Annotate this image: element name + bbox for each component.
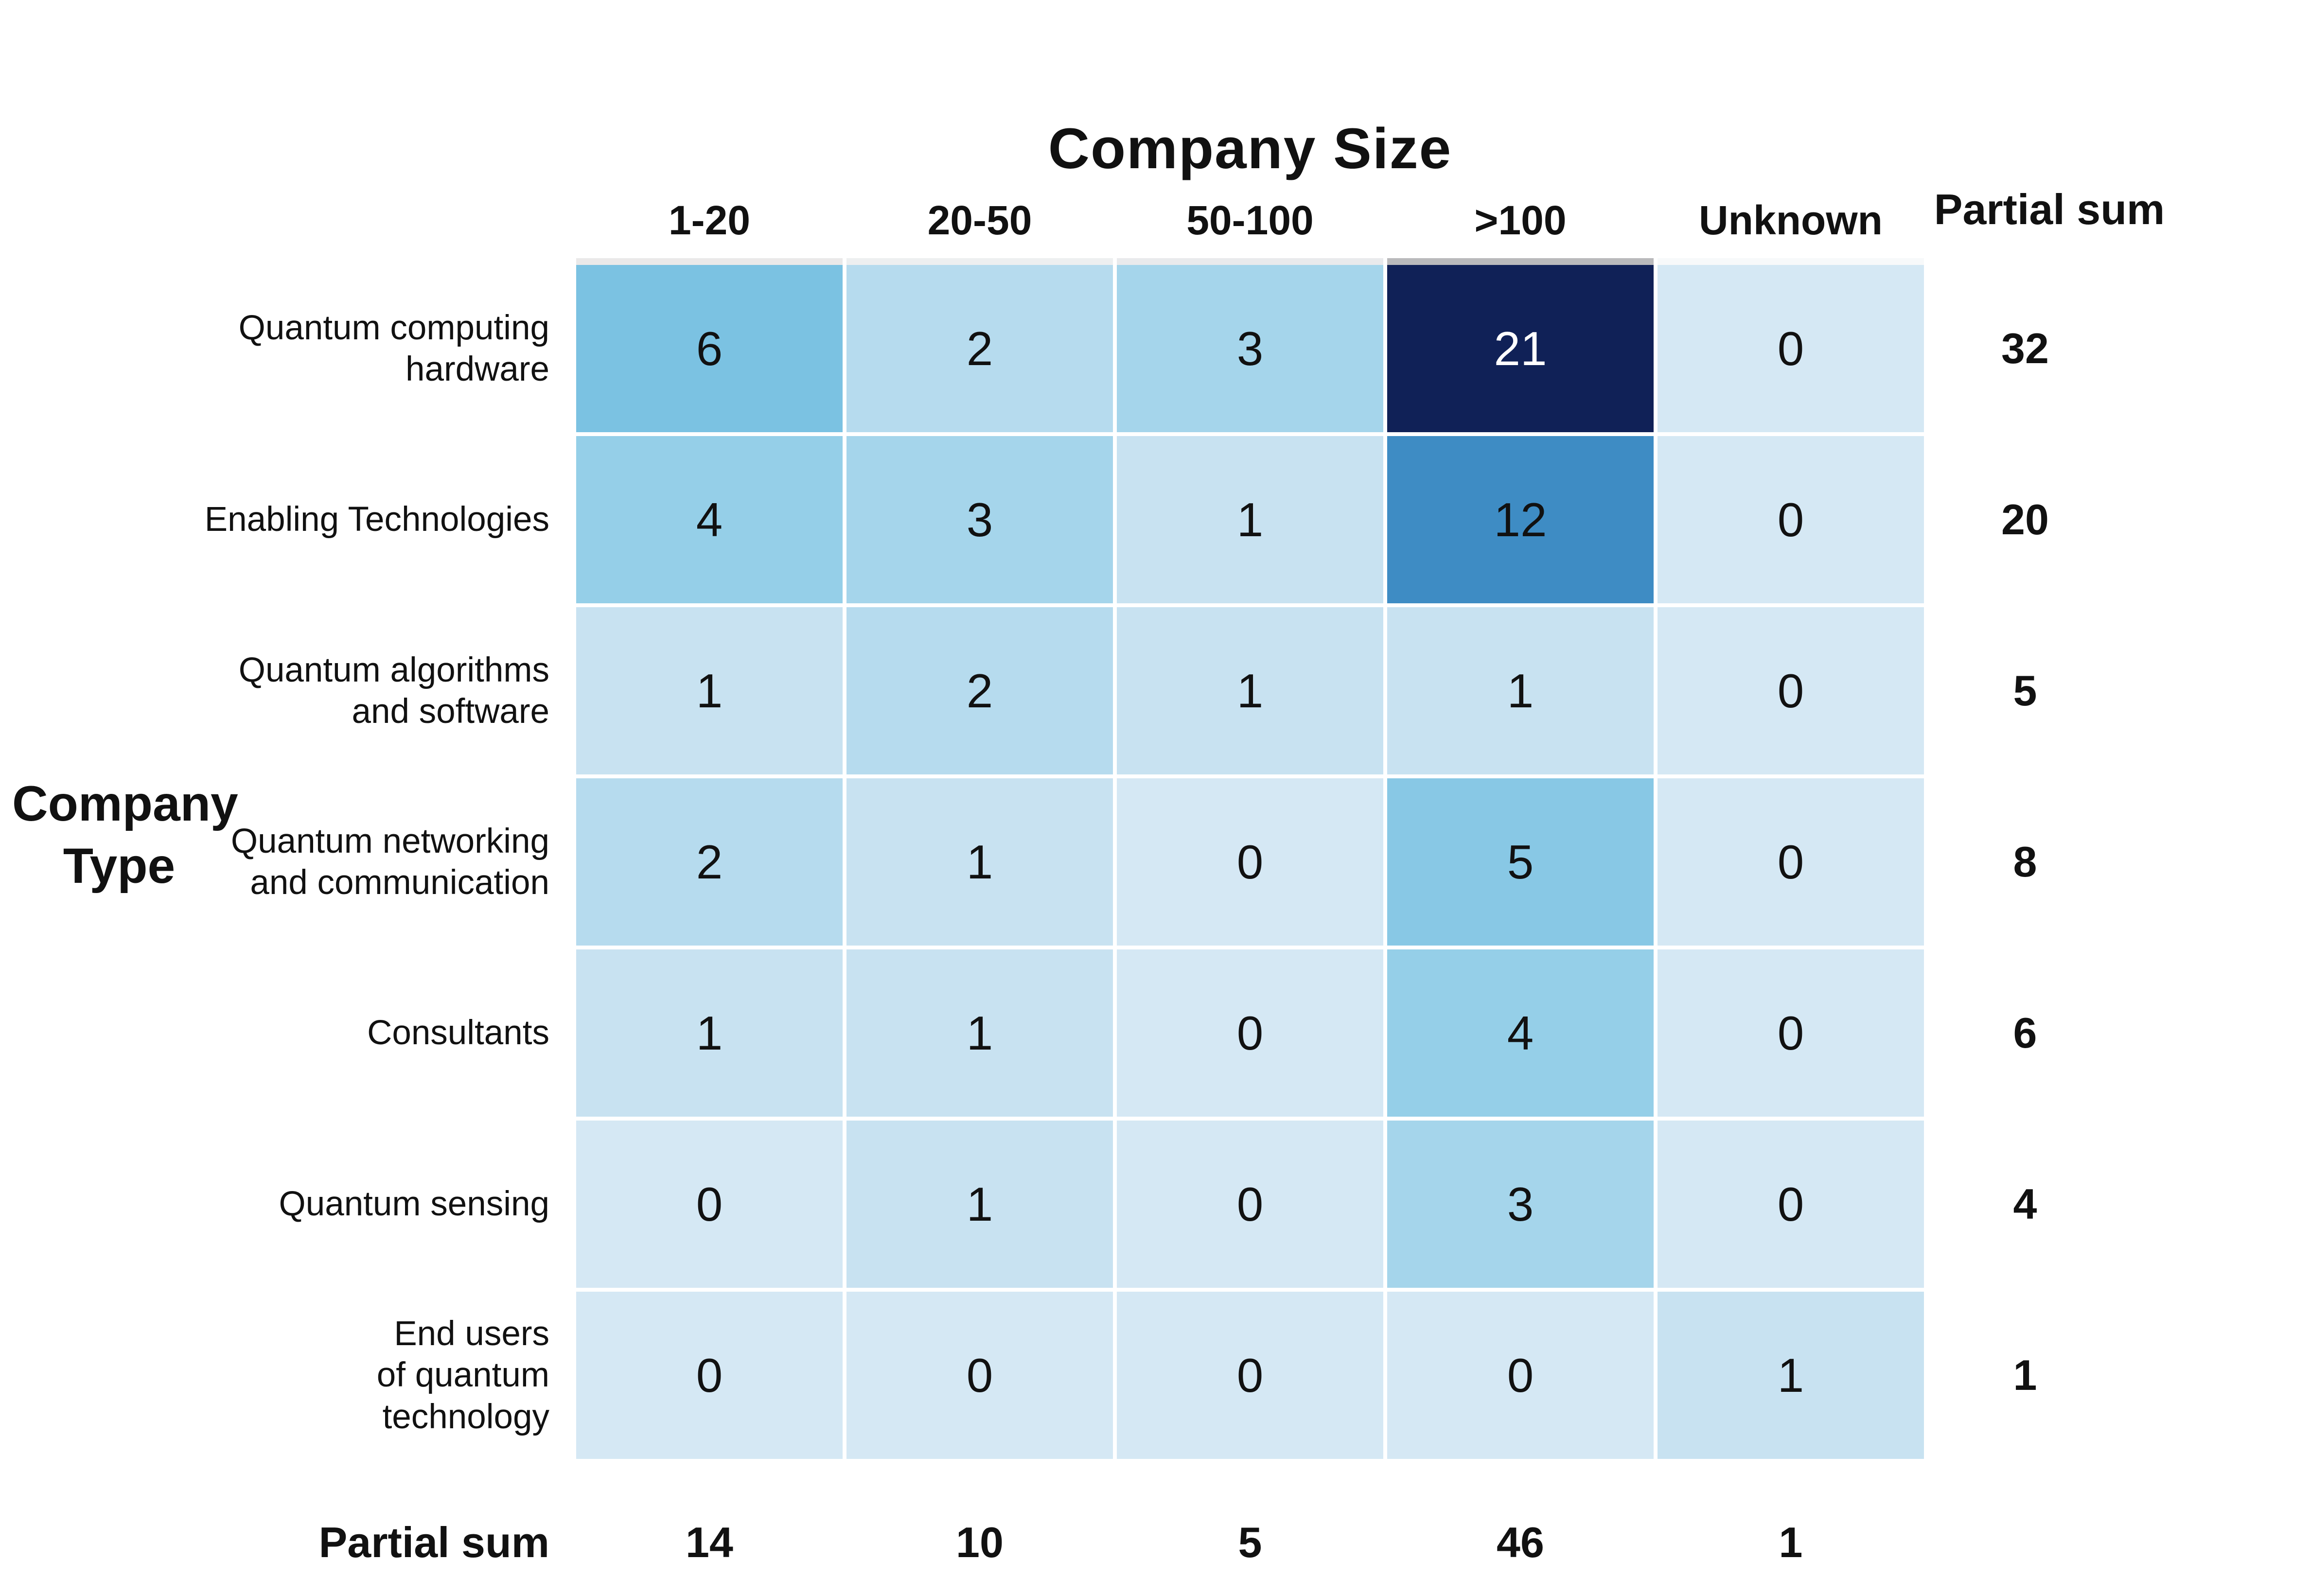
row-label-2: Quantum algorithms and software [63,607,549,774]
top-strip-segment-2 [1117,258,1383,265]
heatmap-cell-r3-c4: 0 [1658,778,1924,946]
column-partial-sum-0: 14 [686,1518,733,1566]
heatmap-cell-r1-c2: 1 [1117,436,1383,603]
row-label-6-line2: technology [382,1397,549,1436]
column-partial-sum-1: 10 [956,1518,1004,1566]
row-partial-sum-2: 5 [2013,666,2037,715]
row-label-4-line0: Consultants [367,1014,549,1052]
row-partial-sum-4: 6 [2013,1009,2037,1057]
heatmap-cell-r3-c3: 5 [1387,778,1654,946]
column-header-3: >100 [1474,197,1567,243]
heatmap-cell-r1-c3: 12 [1387,436,1654,603]
column-partial-sum-4: 1 [1779,1518,1803,1566]
row-partial-sum-3: 8 [2013,838,2037,886]
heatmap-cell-r1-c1: 3 [846,436,1113,603]
row-partial-sum-5: 4 [2013,1180,2037,1228]
row-label-2-line1: and software [352,692,549,731]
heatmap-cell-r3-c1: 1 [846,778,1113,946]
y-axis-title-line2: Type [63,838,176,894]
heatmap-cell-r0-c2: 3 [1117,265,1383,432]
heatmap-cell-r5-c3: 3 [1387,1121,1654,1288]
column-partial-sums: 14 10 5 46 1 [576,1511,1924,1574]
top-strip-segment-1 [846,258,1113,265]
heatmap-cell-r6-c4: 1 [1658,1292,1924,1459]
heatmap-cell-r6-c2: 0 [1117,1292,1383,1459]
y-axis-title: Company Type [12,773,238,897]
heatmap-cell-r5-c2: 0 [1117,1121,1383,1288]
row-label-1-line0: Enabling Technologies [204,500,549,539]
heatmap-cell-r3-c2: 0 [1117,778,1383,946]
column-header-0: 1-20 [668,197,751,243]
heatmap-cell-r0-c0: 6 [576,265,843,432]
heatmap-cell-r2-c1: 2 [846,607,1113,774]
column-header-1: 20-50 [927,197,1032,243]
row-label-0-line0: Quantum computing [238,308,549,347]
partial-sum-row-header: Partial sum [318,1518,549,1566]
top-strip-segment-0 [576,258,843,265]
row-label-0-line1: hardware [406,350,549,388]
heatmap-cell-r6-c1: 0 [846,1292,1113,1459]
heatmap-grid: 6 2 3 21 0 4 3 1 12 0 1 2 1 1 0 2 1 0 5 0 1 1 0 4 0 0 1 0 3 0 0 0 0 0 1 [576,265,1924,1459]
heatmap-cell-r0-c4: 0 [1658,265,1924,432]
heatmap-cell-r4-c4: 0 [1658,949,1924,1117]
heatmap-cell-r1-c4: 0 [1658,436,1924,603]
heatmap-cell-r6-c0: 0 [576,1292,843,1459]
heatmap-cell-r2-c2: 1 [1117,607,1383,774]
top-strip-segment-4 [1658,258,1924,265]
row-label-3-line0: Quantum networking [230,822,549,860]
partial-sum-column-header: Partial sum [1934,185,2165,233]
heatmap-cell-r3-c0: 2 [576,778,843,946]
row-label-3-line1: and communication [250,863,549,902]
row-label-3: Quantum networking and communication [63,778,549,946]
heatmap-cell-r0-c1: 2 [846,265,1113,432]
heatmap-cell-r4-c2: 0 [1117,949,1383,1117]
row-partial-sum-0: 32 [2001,324,2049,372]
column-header-4: Unknown [1699,197,1883,243]
heatmap-cell-r1-c0: 4 [576,436,843,603]
y-axis-title-line1: Company [12,776,238,831]
heatmap-cell-r0-c3: 21 [1387,265,1654,432]
heatmap-cell-r4-c1: 1 [846,949,1113,1117]
row-label-1: Enabling Technologies [63,436,549,603]
row-partial-sum-6: 1 [2013,1351,2037,1399]
row-partial-sum-1: 20 [2001,495,2049,544]
row-label-4: Consultants [63,949,549,1117]
row-label-6-line1: of quantum [376,1356,549,1395]
heatmap-cell-r2-c4: 0 [1658,607,1924,774]
row-label-6: End users of quantum technology [63,1292,549,1459]
row-label-6-line0: End users [394,1315,549,1353]
heatmap-cell-r5-c0: 0 [576,1121,843,1288]
heatmap-cell-r4-c3: 4 [1387,949,1654,1117]
heatmap-cell-r6-c3: 0 [1387,1292,1654,1459]
top-strip-segment-3 [1387,258,1654,265]
row-label-5-line0: Quantum sensing [279,1185,550,1224]
heatmap-cell-r5-c4: 0 [1658,1121,1924,1288]
heatmap-cell-r5-c1: 1 [846,1121,1113,1288]
column-partial-sum-3: 46 [1497,1518,1544,1566]
heatmap-cell-r4-c0: 1 [576,949,843,1117]
column-partial-sum-2: 5 [1238,1518,1262,1566]
grid-top-edge-strip [576,258,1924,265]
x-axis-title: Company Size [1048,117,1452,181]
row-label-0: Quantum computing hardware [63,265,549,432]
heatmap-cell-r2-c0: 1 [576,607,843,774]
row-label-5: Quantum sensing [63,1121,550,1288]
row-label-2-line0: Quantum algorithms [238,650,549,689]
column-headers: 1-20 20-50 50-100 >100 Unknown [576,181,1924,244]
column-header-2: 50-100 [1186,197,1314,243]
heatmap-cell-r2-c3: 1 [1387,607,1654,774]
